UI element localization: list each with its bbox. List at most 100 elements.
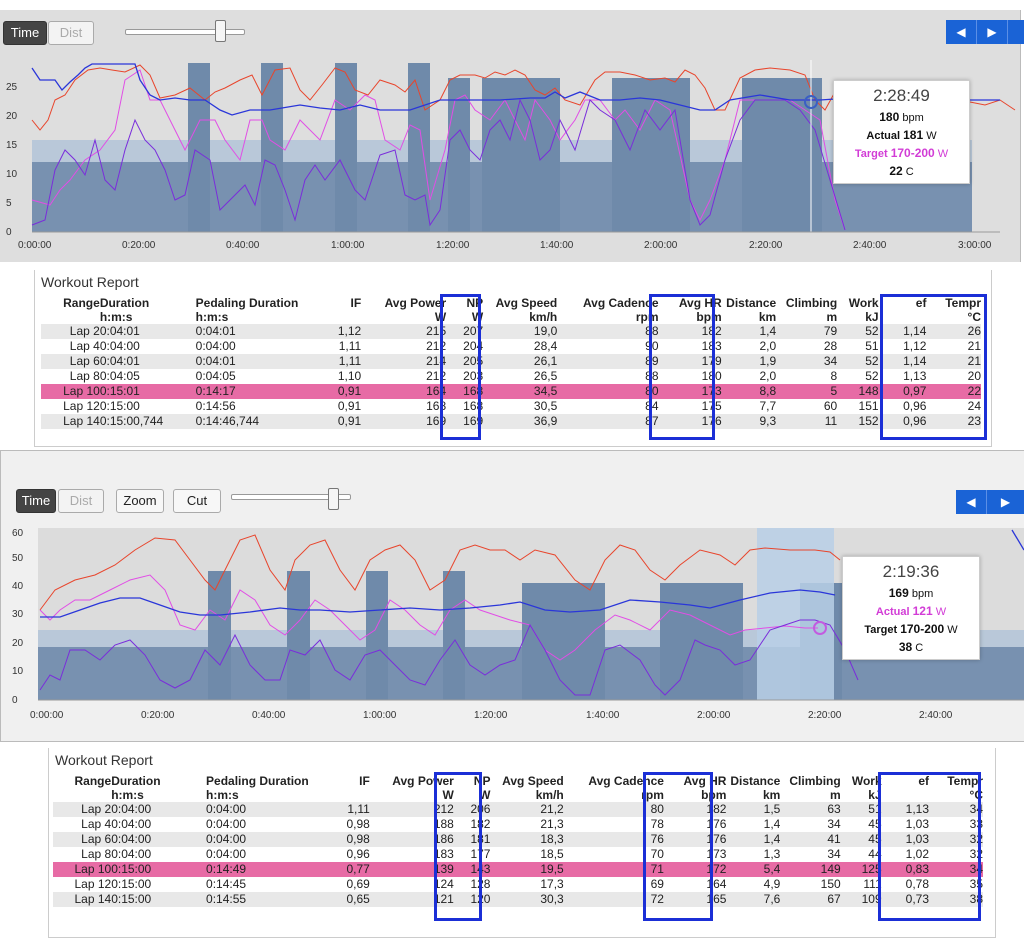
table-row[interactable]: Lap 12 0:15:00 0:14:56 0,91 168 168 30,5 84 175 7… (41, 399, 981, 414)
table-row[interactable]: Lap 2 0:04:01 0:04:01 1,12 215 207 19,0 88 182 1,… (41, 324, 981, 339)
power-line (31, 98, 846, 231)
column-header[interactable]: Tempr °C (945, 296, 981, 324)
table-cell: 212 (426, 339, 447, 353)
prev-button[interactable]: ◀ (946, 20, 977, 44)
table-header-row: Range Duration h:m:s Pedaling Duration h:m:… (41, 296, 981, 324)
report-title: Workout Report (55, 752, 153, 768)
table-cell: 125 (840, 862, 882, 877)
table-cell: Lap 12 (74, 877, 112, 891)
table-row[interactable]: Lap 12 0:15:00 0:14:45 0,69 124 128 17,3 69 164 4… (53, 877, 983, 892)
column-header[interactable]: Avg Cadence rpm (582, 296, 659, 324)
table-cell: 72 (563, 892, 664, 907)
table-cell: 0,78 (905, 877, 930, 891)
table-header-row: Range Duration h:m:s Pedaling Duration h:m:… (53, 774, 984, 802)
zoom-slider-thumb[interactable] (328, 488, 339, 510)
report-title: Workout Report (41, 274, 139, 290)
table-row[interactable]: Lap 8 0:04:00 0:04:00 0,96 183 177 18,5 70 173 1,… (53, 847, 983, 862)
table-cell: 1,10 (337, 369, 362, 383)
column-header[interactable]: Work kJ (848, 296, 879, 324)
table-cell: 169 (361, 414, 447, 429)
table-row[interactable]: Lap 6 0:04:00 0:04:00 0,98 186 181 18,3 76 176 1,… (53, 832, 983, 847)
dist-toggle-button[interactable]: Dist (58, 489, 104, 513)
table-row[interactable]: Lap 6 0:04:01 0:04:01 1,11 214 205 26,1 89 179 1,… (41, 354, 981, 369)
column-header[interactable]: Work kJ (851, 774, 882, 802)
prev-button[interactable]: ◀ (956, 490, 987, 514)
workout-panel-1: Time Dist ◀ ▶ 0 5 10 (0, 0, 1024, 450)
table-cell: 0,91 (317, 414, 362, 429)
table-cell: 0:15:00 (99, 399, 140, 413)
hr-line (39, 534, 841, 611)
np-highlight-box (434, 772, 482, 921)
column-header[interactable]: ef (918, 774, 930, 788)
column-header[interactable]: Avg Power W (392, 774, 454, 802)
table-cell: 2,0 (759, 369, 777, 383)
table-cell: 19,5 (490, 862, 564, 877)
table-cell: 63 (780, 802, 841, 817)
table-cell: 0:04:00 (111, 847, 152, 861)
column-header[interactable]: Avg HR bpm (678, 296, 722, 324)
table-row[interactable]: Lap 10 0:15:00 0:14:49 0,77 139 143 19,5 71 172 5… (53, 862, 983, 877)
nav-button-extra[interactable] (1008, 20, 1024, 44)
time-toggle-button[interactable]: Time (16, 489, 56, 513)
zoom-button[interactable]: Zoom (116, 489, 164, 513)
x-tick: 2:00:00 (644, 240, 678, 251)
next-button[interactable]: ▶ (977, 20, 1008, 44)
table-cell: 215 (361, 324, 447, 339)
table-cell: 1,4 (721, 324, 777, 339)
table-row[interactable]: Lap 8 0:04:05 0:04:05 1,10 212 203 26,5 88 180 2,… (41, 369, 981, 384)
table-cell: 9,3 (721, 414, 777, 429)
column-header[interactable]: Range (74, 774, 112, 788)
column-header[interactable]: Climbing m (789, 774, 841, 802)
table-cell: 139 (369, 862, 454, 877)
column-header[interactable]: Duration h:m:s (99, 296, 150, 324)
table-cell: 51 (865, 339, 879, 353)
workout-chart-1[interactable]: 0 5 10 15 20 25 0:00:00 0:20:00 0:40:00 … (0, 0, 1024, 262)
table-cell: 148 (837, 384, 879, 399)
y-tick: 5 (6, 198, 12, 209)
column-header[interactable]: Distance km (730, 774, 781, 802)
column-header[interactable]: Climbing m (785, 296, 838, 324)
table-cell: Lap 4 (81, 817, 112, 831)
x-tick: 0:00:00 (18, 240, 52, 251)
column-header[interactable]: Duration h:m:s (111, 774, 161, 802)
column-header[interactable]: Pedaling Duration h:m:s (206, 774, 309, 802)
column-header[interactable]: Avg Speed km/h (502, 774, 564, 802)
column-header[interactable]: Pedaling Duration h:m:s (195, 296, 299, 324)
column-header[interactable]: IF (359, 774, 370, 788)
time-toggle-button[interactable]: Time (3, 21, 47, 45)
table-cell: 0:04:01 (195, 324, 318, 339)
table-cell: 1,3 (763, 847, 781, 861)
table-cell: 87 (557, 414, 659, 429)
cut-button[interactable]: Cut (173, 489, 221, 513)
hr-line (31, 64, 1016, 131)
table-row[interactable]: Lap 4 0:04:00 0:04:00 0,98 188 182 21,3 78 176 1,… (53, 817, 983, 832)
next-button[interactable]: ▶ (987, 490, 1024, 514)
cursor-marker (813, 621, 827, 635)
column-header[interactable]: Avg HR bpm (683, 774, 727, 802)
table-row[interactable]: Lap 10 0:15:01 0:14:17 0,91 164 168 34,5 80 173 8… (41, 384, 981, 399)
zoom-slider-thumb[interactable] (215, 20, 226, 42)
zoom-slider[interactable] (125, 29, 245, 35)
column-header[interactable]: Avg Speed km/h (495, 296, 558, 324)
column-header[interactable]: Distance km (726, 296, 777, 324)
table-row[interactable]: Lap 14 0:15:00,744 0:14:46,744 0,91 169 169 36… (41, 414, 981, 429)
ef-tempr-highlight-box (880, 294, 987, 440)
column-header[interactable]: IF (350, 296, 362, 310)
power-line (39, 619, 859, 696)
table-cell: 0,96 (878, 414, 927, 429)
table-cell: 84 (645, 399, 659, 413)
column-header[interactable]: ef (915, 296, 927, 310)
table-cell: Lap 14 (53, 892, 112, 907)
zoom-slider[interactable] (231, 494, 351, 500)
dist-toggle-button[interactable]: Dist (48, 21, 94, 45)
table-row[interactable]: Lap 2 0:04:00 0:04:00 1,11 212 206 21,2 80 182 1,… (53, 802, 983, 817)
column-header[interactable]: NP W (473, 774, 491, 802)
y-tick: 25 (6, 82, 18, 93)
table-cell: 188 (433, 817, 454, 831)
table-cell: 173 (658, 384, 722, 399)
column-header[interactable]: Range (63, 296, 100, 310)
table-row[interactable]: Lap 14 0:15:00 0:14:55 0,65 121 120 30,3 72 165 7… (53, 892, 983, 907)
table-cell: 152 (837, 414, 879, 429)
column-header[interactable]: Avg Power W (384, 296, 447, 324)
table-row[interactable]: Lap 4 0:04:00 0:04:00 1,11 212 204 28,4 90 183 2,… (41, 339, 981, 354)
